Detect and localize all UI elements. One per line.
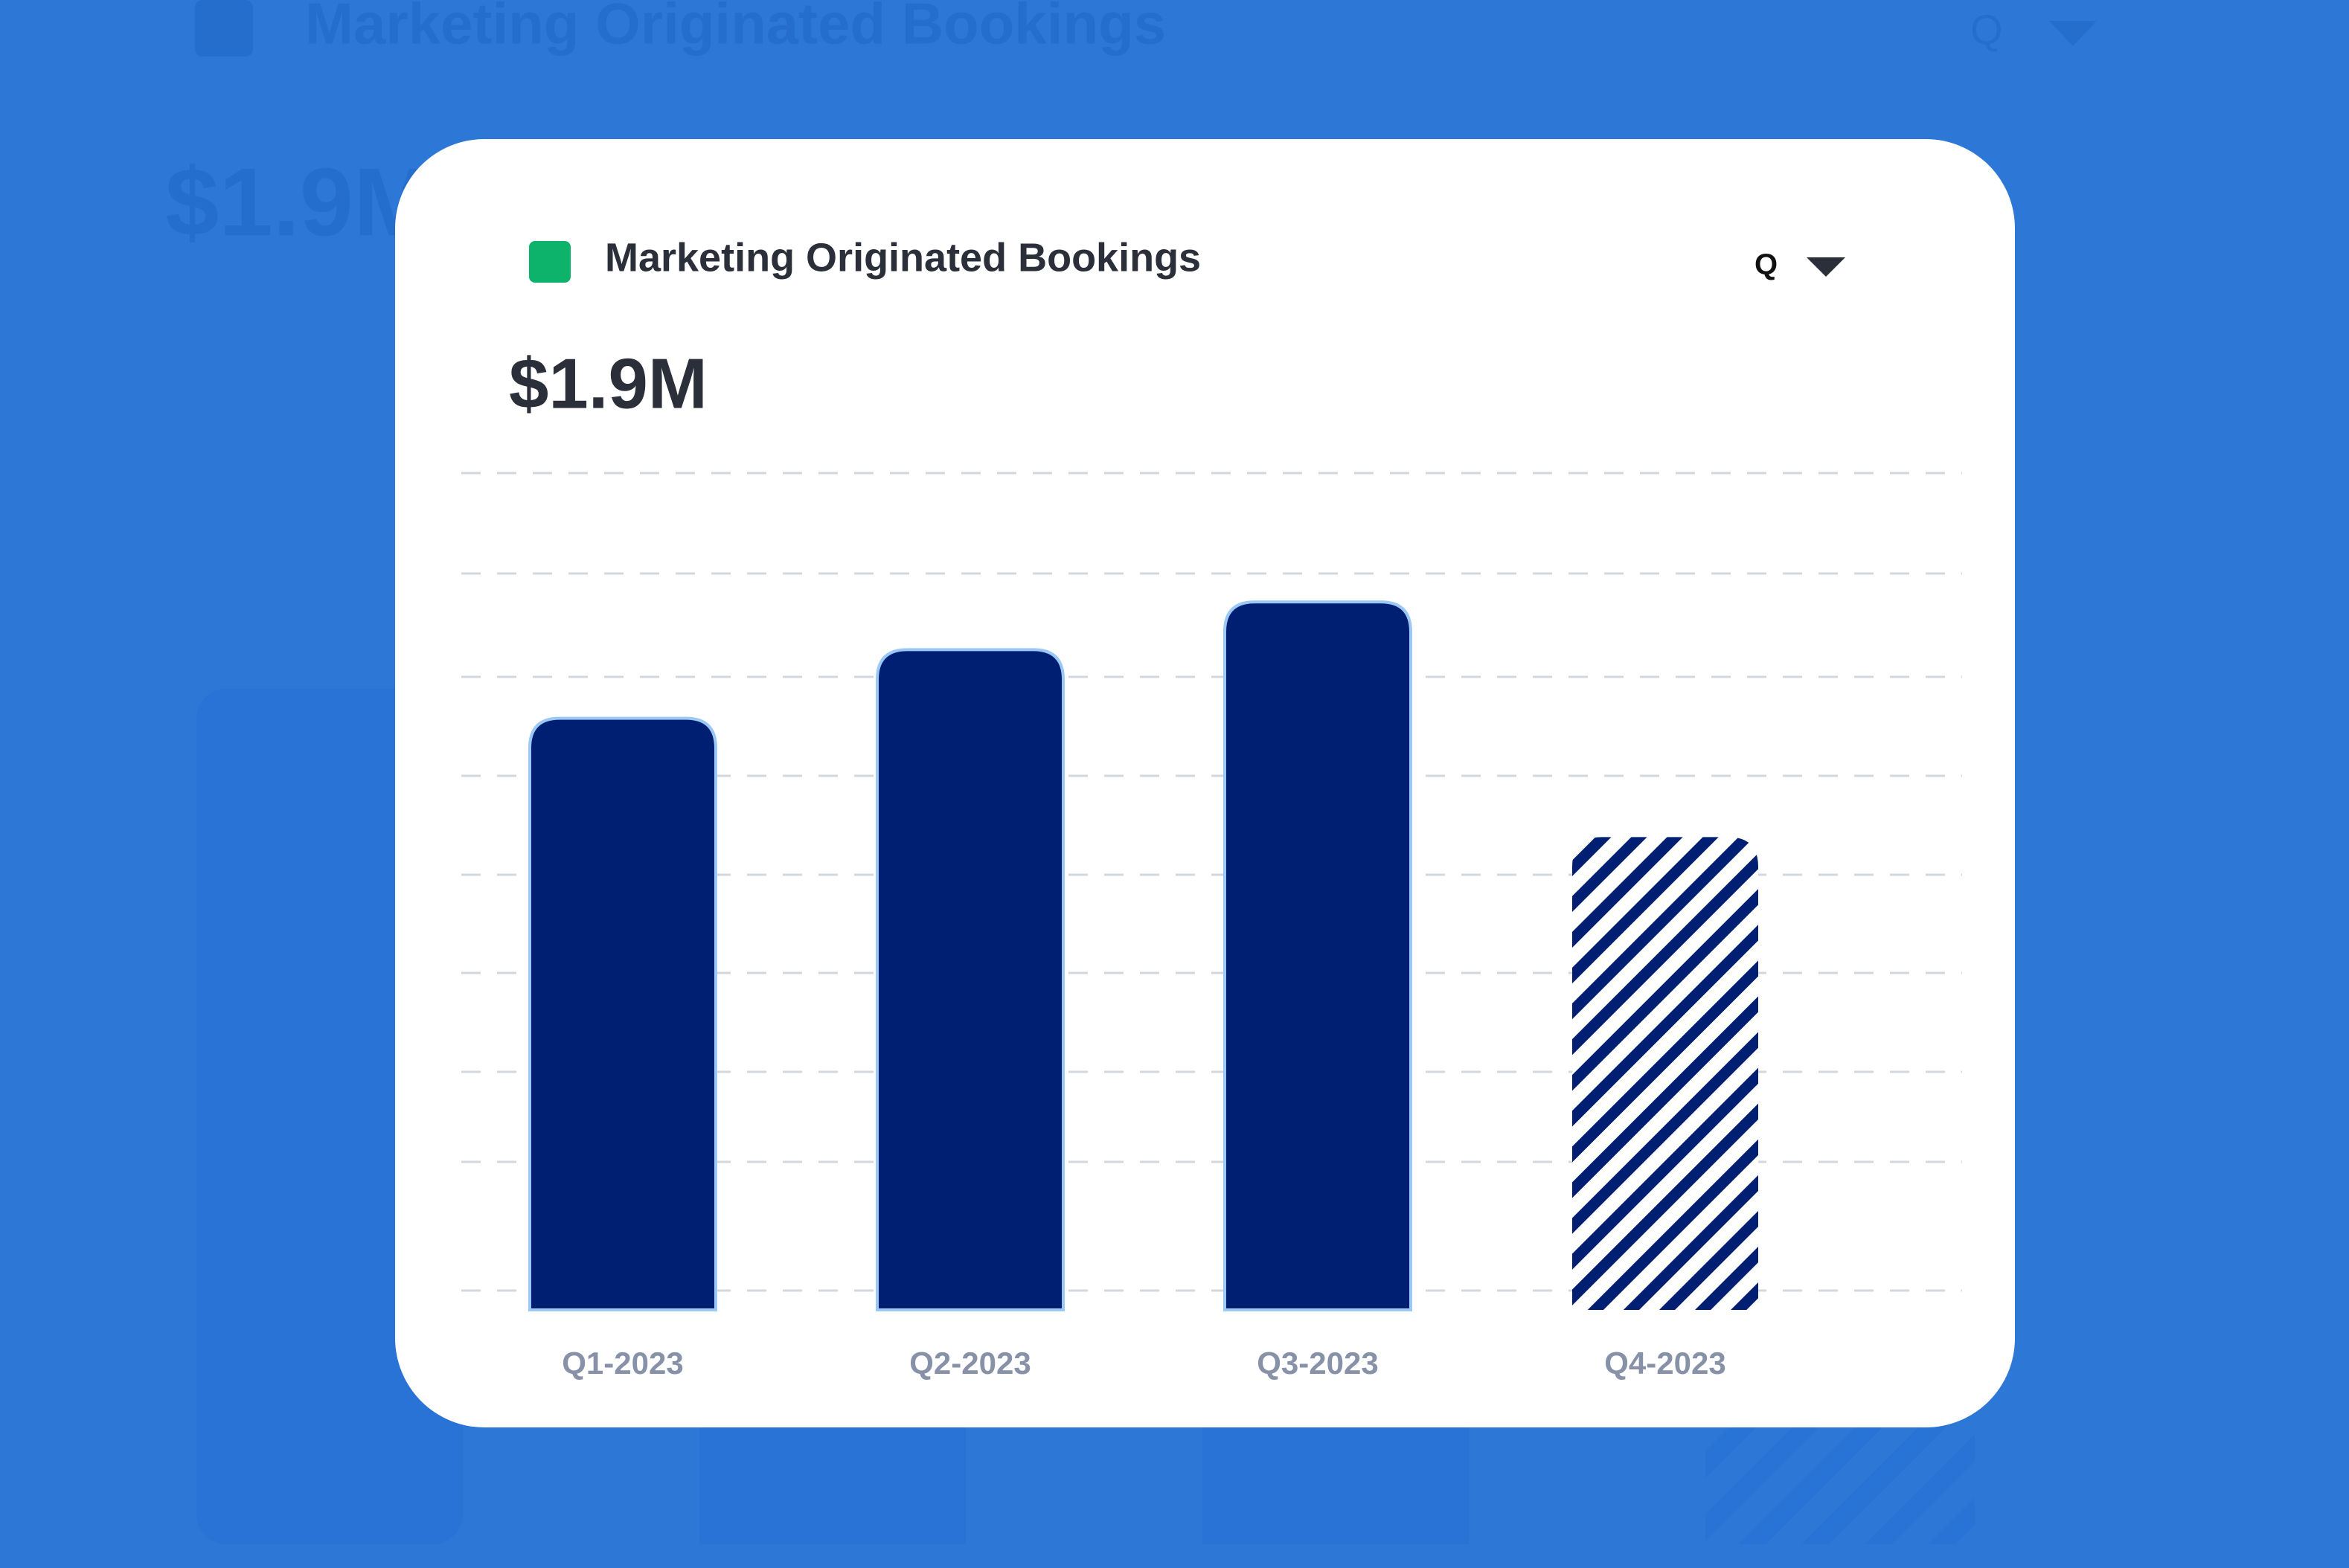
bottom-edge xyxy=(4,1556,2345,1564)
total-value: $1.9M xyxy=(509,344,708,423)
bar xyxy=(1223,600,1412,1311)
period-selector[interactable]: Q xyxy=(1754,248,1778,281)
ghost-total: $1.9M xyxy=(165,147,434,256)
x-tick-label: Q4-2023 xyxy=(1604,1346,1725,1381)
ghost-bar xyxy=(1705,1413,1975,1544)
ghost-title: Marketing Originated Bookings xyxy=(305,0,1166,57)
bar xyxy=(1572,837,1758,1310)
dropdown-arrow[interactable] xyxy=(1807,257,1845,277)
chart-title: Marketing Originated Bookings xyxy=(605,235,1201,280)
ghost-dropdown-arrow xyxy=(2049,21,2097,46)
x-tick-label: Q3-2023 xyxy=(1257,1346,1378,1381)
ghost-period: Q xyxy=(1970,6,2003,53)
bar xyxy=(528,716,717,1311)
plot: Q1-2023 Q2-2023 Q3-2023 Q4-2023 xyxy=(461,472,1962,1381)
bar xyxy=(876,648,1065,1311)
x-tick-label: Q1-2023 xyxy=(562,1346,683,1381)
x-tick-label: Q2-2023 xyxy=(909,1346,1031,1381)
ghost-legend-swatch xyxy=(195,0,253,57)
legend-swatch xyxy=(529,241,571,283)
